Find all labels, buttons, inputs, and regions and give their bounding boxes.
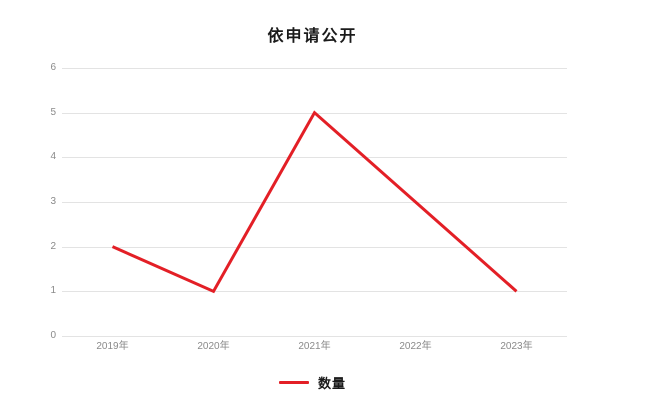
x-axis: 2019年 2020年 2021年 2022年 2023年 <box>0 341 647 357</box>
plot-area <box>62 68 567 337</box>
gridline <box>62 246 567 248</box>
x-tick-label: 2023年 <box>500 341 533 352</box>
gridline <box>62 336 567 337</box>
y-tick-label: 2 <box>50 240 56 252</box>
chart-legend: 数量 <box>0 373 625 392</box>
series-line <box>111 110 518 294</box>
x-tick-label: 2021年 <box>298 341 331 352</box>
gridline <box>62 202 567 203</box>
y-tick-label: 3 <box>50 196 56 207</box>
x-tick-label: 2020年 <box>197 341 230 352</box>
legend-item-label: 数量 <box>317 377 346 392</box>
gridline <box>62 291 567 293</box>
x-tick-label: 2019年 <box>96 341 129 352</box>
y-axis: 6 5 4 3 2 1 0 <box>18 0 56 404</box>
y-tick-label: 1 <box>50 285 56 297</box>
gridline <box>62 157 567 159</box>
legend-item-quantity[interactable]: 数量 <box>278 373 346 392</box>
chart-title: 依申请公开 <box>267 26 358 45</box>
y-tick-label: 5 <box>50 106 56 118</box>
y-tick-label: 6 <box>50 62 56 73</box>
series-layer <box>111 110 518 294</box>
legend-line-icon <box>278 381 309 384</box>
gridline <box>62 68 567 69</box>
y-tick-label: 0 <box>50 330 56 341</box>
y-tick-label: 4 <box>50 151 56 163</box>
x-tick-label: 2022年 <box>399 341 432 352</box>
